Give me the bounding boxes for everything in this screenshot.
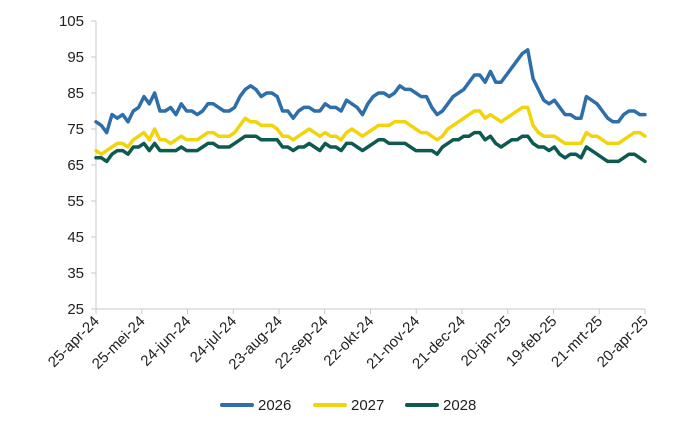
y-tick-label: 35 — [67, 265, 84, 282]
legend: 2026 2027 2028 — [220, 397, 476, 414]
y-tick-label: 55 — [67, 193, 84, 210]
y-tick-label: 85 — [67, 85, 84, 102]
legend-item-2027: 2027 — [313, 397, 384, 414]
legend-label: 2028 — [443, 397, 476, 414]
x-tick-label: 24-jun-24 — [137, 313, 194, 370]
y-tick-label: 65 — [67, 157, 84, 174]
series-line-2028 — [94, 130, 647, 164]
y-tick-label: 105 — [59, 13, 84, 30]
series-lines — [94, 48, 647, 164]
legend-item-2028: 2028 — [405, 397, 476, 414]
series-line-2026 — [94, 48, 647, 135]
y-tick-label: 25 — [67, 301, 84, 318]
y-tick-label: 95 — [67, 49, 84, 66]
y-tick-label: 75 — [67, 121, 84, 138]
legend-label: 2027 — [351, 397, 384, 414]
x-tick-labels: 25-apr-2425-mei-2424-jun-2424-jul-2423-a… — [45, 309, 652, 373]
y-tick-label: 45 — [67, 229, 84, 246]
legend-item-2026: 2026 — [220, 397, 291, 414]
plot-area: 25 35 45 55 65 75 85 95 105 25-apr-2425-mei-2424… — [45, 13, 652, 373]
series-line-2027 — [94, 105, 647, 156]
y-tick-labels: 25 35 45 55 65 75 85 95 105 — [59, 13, 96, 318]
legend-label: 2026 — [258, 397, 291, 414]
